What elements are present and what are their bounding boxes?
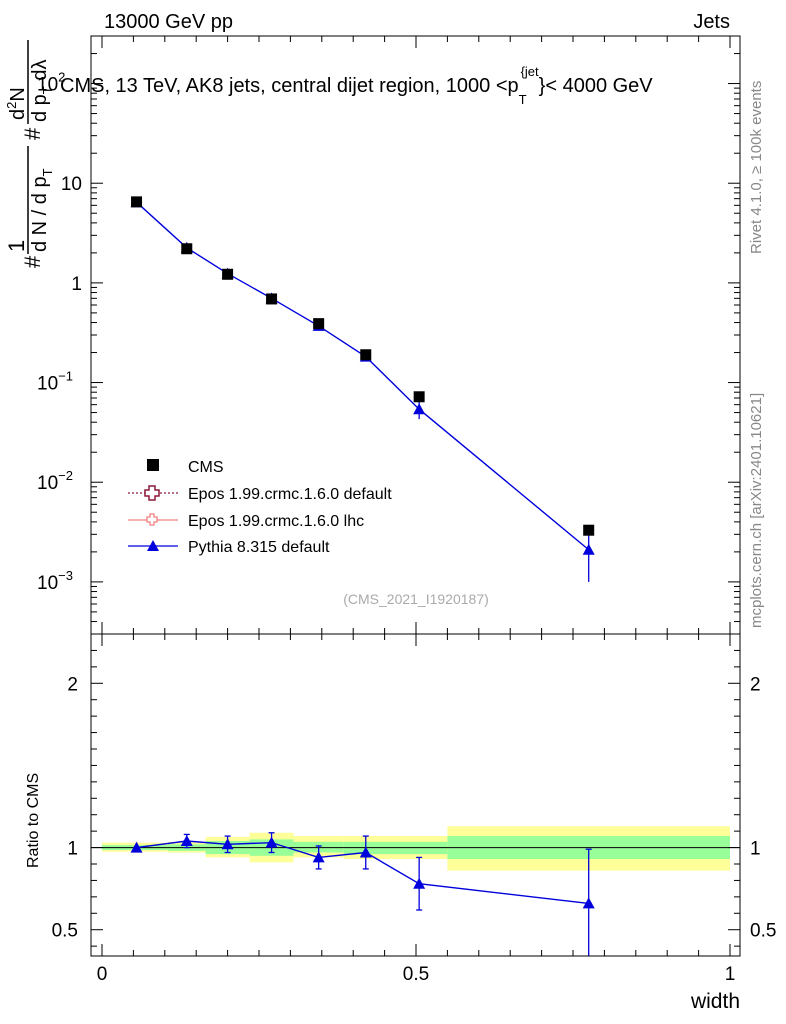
legend: CMS Epos 1.99.crmc.1.6.0 default Epos 1.… (128, 459, 392, 556)
legend-cms-label: CMS (188, 459, 224, 476)
header-right: Jets (693, 11, 730, 33)
ratio-tick-label-left: 0.5 (52, 921, 78, 942)
x-tick-label: 0 (97, 964, 108, 985)
x-tick-label: 0.5 (403, 964, 429, 985)
analysis-watermark: (CMS_2021_I1920187) (343, 591, 489, 607)
pythia-ratio-point (312, 851, 325, 863)
svg-text:1: 1 (4, 240, 29, 252)
legend-pythia-label: Pythia 8.315 default (188, 539, 330, 556)
pythia-line (136, 201, 590, 551)
legend-epos-lhc-label: Epos 1.99.crmc.1.6.0 lhc (188, 513, 364, 530)
svg-text:#: # (20, 255, 45, 268)
ratio-plot-frame (90, 633, 741, 957)
pythia-ratio-line (136, 840, 589, 905)
x-axis-label: width (690, 990, 740, 1013)
y-tick-label: 10−2 (37, 468, 73, 494)
y-tick-label: 1 (71, 274, 82, 295)
cms-data-point (360, 349, 372, 361)
y-axis-label: # 1 d N / d pT # d2N d pT dλ (4, 40, 55, 268)
pythia-ratio-point (413, 877, 426, 889)
legend-epos-default-label: Epos 1.99.crmc.1.6.0 default (188, 486, 392, 503)
ratio-tick-label-left: 2 (67, 674, 78, 695)
ratio-tick-label-right: 1 (750, 839, 761, 860)
cms-data-point (222, 268, 234, 280)
side-rivet-label: Rivet 4.1.0, ≥ 100k events (748, 81, 765, 254)
cms-data-point (266, 293, 278, 305)
pythia-ratio-point (130, 841, 143, 853)
ratio-tick-label-left: 1 (67, 839, 78, 860)
ratio-axis-label: Ratio to CMS (25, 773, 42, 868)
x-tick-label: 1 (725, 964, 736, 985)
svg-text:d N / d pT: d N / d pT (29, 168, 55, 252)
cms-data-point (583, 524, 595, 536)
pythia-ratio-point (359, 846, 372, 858)
ratio-tick-label-right: 0.5 (750, 921, 776, 942)
y-tick-label: 10 (61, 174, 82, 195)
legend-pythia-marker (128, 540, 178, 551)
pythia-ratio-point (265, 836, 278, 848)
pythia-ratio-point (180, 835, 193, 846)
svg-text:d2N: d2N (4, 87, 29, 120)
cms-data-point (181, 243, 193, 255)
pythia-point (582, 543, 595, 555)
plot-title: CMS, 13 TeV, AK8 jets, central dijet reg… (60, 64, 653, 107)
pythia-point (413, 403, 426, 415)
ratio-bands (102, 826, 730, 871)
svg-text:d pT dλ: d pT dλ (29, 60, 55, 122)
main-plot-marks (130, 196, 595, 582)
ratio-tick-label-right: 2 (750, 674, 761, 695)
legend-epos-default-marker (128, 485, 178, 501)
y-tick-label: 102 (37, 70, 65, 96)
svg-text:#: # (20, 127, 45, 140)
cms-data-point (413, 391, 425, 403)
y-tick-label: 10−1 (37, 369, 73, 395)
legend-epos-lhc-marker (128, 513, 178, 526)
header-left: 13000 GeV pp (104, 11, 233, 33)
pythia-ratio-point (582, 897, 595, 909)
ratio-plot-marks (130, 832, 595, 956)
legend-cms-marker (147, 459, 159, 471)
axes (91, 35, 740, 956)
cms-data-point (313, 318, 325, 330)
pythia-ratio-point (221, 838, 234, 850)
tick-labels: 0 0.5 1 10−3 10−2 10−1 1 10 102 0.5 0.5 1 1 2 2 (37, 70, 776, 985)
side-mcplots-label: mcplots.cern.ch [arXiv:2401.10621] (748, 393, 765, 628)
y-tick-label: 10−3 (37, 568, 73, 594)
cms-data-point (131, 196, 143, 208)
